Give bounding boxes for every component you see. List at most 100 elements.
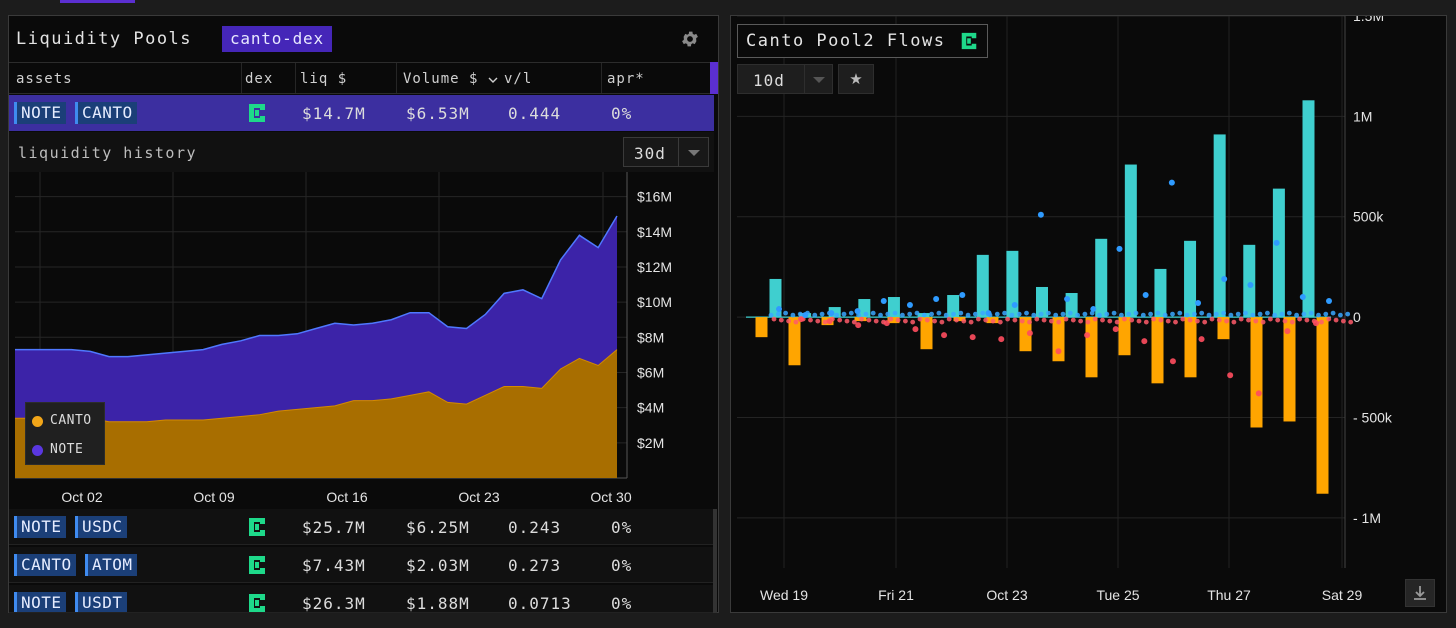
outflow-point bbox=[1284, 328, 1291, 335]
flow-point bbox=[1199, 310, 1205, 316]
col-liq[interactable]: liq $ bbox=[300, 71, 348, 87]
flow-point bbox=[1143, 319, 1149, 325]
top-accent-bar bbox=[60, 0, 135, 3]
inflow-point bbox=[1247, 281, 1254, 288]
legend-swatch bbox=[32, 416, 43, 427]
flow-point bbox=[841, 311, 847, 317]
outflow-point bbox=[998, 336, 1005, 343]
flow-point bbox=[965, 312, 971, 318]
col-volume[interactable]: Volume $ bbox=[403, 71, 479, 87]
table-row[interactable]: CANTO ATOM $7.43M $2.03M 0.273 0% bbox=[9, 547, 714, 583]
flow-point bbox=[895, 317, 901, 323]
column-divider bbox=[295, 63, 296, 93]
chevron-down-icon[interactable] bbox=[804, 65, 832, 93]
asset-chip[interactable]: ATOM bbox=[85, 554, 137, 576]
flow-point bbox=[1308, 310, 1314, 316]
column-menu-button[interactable] bbox=[710, 62, 1417, 131]
col-apr[interactable]: apr* bbox=[607, 71, 645, 87]
flow-point bbox=[1243, 310, 1248, 316]
flow-point bbox=[778, 317, 784, 323]
flow-point bbox=[1341, 318, 1346, 324]
flow-point bbox=[1289, 319, 1295, 325]
asset-chip[interactable]: CANTO bbox=[75, 102, 137, 124]
liquidity-pools-panel: Liquidity Pools canto-dex assets dex liq… bbox=[8, 15, 1417, 613]
asset-chip[interactable]: USDT bbox=[75, 592, 127, 612]
history-range-dropdown[interactable]: 30d bbox=[623, 137, 709, 167]
flow-point bbox=[1162, 312, 1168, 318]
flow-point bbox=[1038, 311, 1044, 317]
inflow-point bbox=[1090, 306, 1097, 313]
outflow-point bbox=[1112, 326, 1119, 333]
inflow-bar bbox=[1036, 286, 1048, 318]
asset-chip[interactable]: USDC bbox=[75, 516, 127, 538]
asset-chip[interactable]: NOTE bbox=[14, 102, 66, 124]
flow-point bbox=[848, 310, 854, 316]
flow-point bbox=[1016, 311, 1022, 317]
star-icon[interactable]: ★ bbox=[838, 64, 874, 94]
canto-dex-icon bbox=[249, 594, 265, 612]
flow-point bbox=[819, 311, 825, 317]
flow-point bbox=[1053, 312, 1059, 318]
flow-point bbox=[917, 316, 923, 322]
apr-value: 0% bbox=[611, 518, 633, 537]
y-tick-label: - 1M bbox=[1353, 510, 1381, 526]
flow-point bbox=[793, 319, 799, 325]
x-tick-label: Oct 16 bbox=[326, 489, 367, 505]
flow-point bbox=[775, 311, 781, 317]
table-row[interactable]: NOTE CANTO $14.7M $6.53M 0.444 0% bbox=[9, 95, 714, 131]
outflow-point bbox=[912, 326, 919, 333]
flow-point bbox=[1253, 318, 1259, 324]
col-dex[interactable]: dex bbox=[245, 71, 274, 87]
outflow-bar bbox=[1316, 317, 1329, 494]
chevron-down-icon[interactable] bbox=[678, 138, 708, 166]
flow-point bbox=[1333, 317, 1339, 323]
flow-point bbox=[1301, 311, 1307, 317]
flow-point bbox=[870, 310, 876, 316]
asset-chip[interactable]: NOTE bbox=[14, 516, 66, 538]
outflow-bar bbox=[1184, 317, 1197, 378]
flow-point bbox=[1148, 311, 1153, 317]
flow-point bbox=[783, 310, 788, 316]
inflow-point bbox=[1221, 275, 1228, 282]
outflow-point bbox=[1198, 336, 1205, 343]
inflow-point bbox=[906, 302, 913, 309]
flow-point bbox=[983, 317, 989, 323]
flow-point bbox=[1184, 312, 1190, 318]
flows-range-dropdown[interactable]: 10d bbox=[737, 64, 833, 94]
scrollbar[interactable] bbox=[713, 509, 717, 613]
outflow-bar bbox=[755, 317, 768, 338]
liq-value: $25.7M bbox=[302, 518, 366, 537]
inflow-point bbox=[1195, 300, 1202, 307]
gear-icon[interactable] bbox=[680, 29, 700, 49]
inflow-point bbox=[959, 292, 966, 299]
flow-point bbox=[808, 317, 813, 323]
y-tick-label: 1M bbox=[1353, 108, 1372, 124]
asset-chip[interactable]: CANTO bbox=[14, 554, 76, 576]
x-tick-label: Oct 30 bbox=[590, 489, 631, 505]
flow-point bbox=[900, 312, 905, 318]
outflow-point bbox=[941, 332, 948, 339]
table-row[interactable]: NOTE USDC $25.7M $6.25M 0.243 0% bbox=[9, 509, 714, 545]
flow-point bbox=[1294, 312, 1299, 318]
inflow-bar bbox=[976, 254, 989, 318]
dex-filter-tag[interactable]: canto-dex bbox=[222, 26, 332, 52]
asset-chip[interactable]: NOTE bbox=[14, 592, 66, 612]
outflow-bar bbox=[920, 317, 933, 350]
download-button[interactable] bbox=[1405, 579, 1435, 607]
col-vl[interactable]: v/l bbox=[504, 71, 533, 87]
col-assets[interactable]: assets bbox=[16, 71, 73, 87]
outflow-point bbox=[1055, 348, 1062, 355]
table-row[interactable]: NOTE USDT $26.3M $1.88M 0.0713 0% bbox=[9, 585, 714, 613]
column-divider bbox=[396, 63, 397, 93]
legend-swatch bbox=[32, 445, 43, 456]
x-tick-label: Oct 02 bbox=[61, 489, 102, 505]
flow-point bbox=[990, 318, 996, 324]
flow-point bbox=[1275, 317, 1281, 323]
chevron-down-icon[interactable] bbox=[488, 77, 498, 84]
flow-point bbox=[1129, 317, 1135, 323]
flow-point bbox=[951, 311, 956, 317]
liquidity-history-title: liquidity history bbox=[18, 144, 198, 162]
inflow-point bbox=[1326, 298, 1332, 305]
flow-point bbox=[1209, 316, 1215, 322]
flow-point bbox=[1151, 316, 1156, 322]
